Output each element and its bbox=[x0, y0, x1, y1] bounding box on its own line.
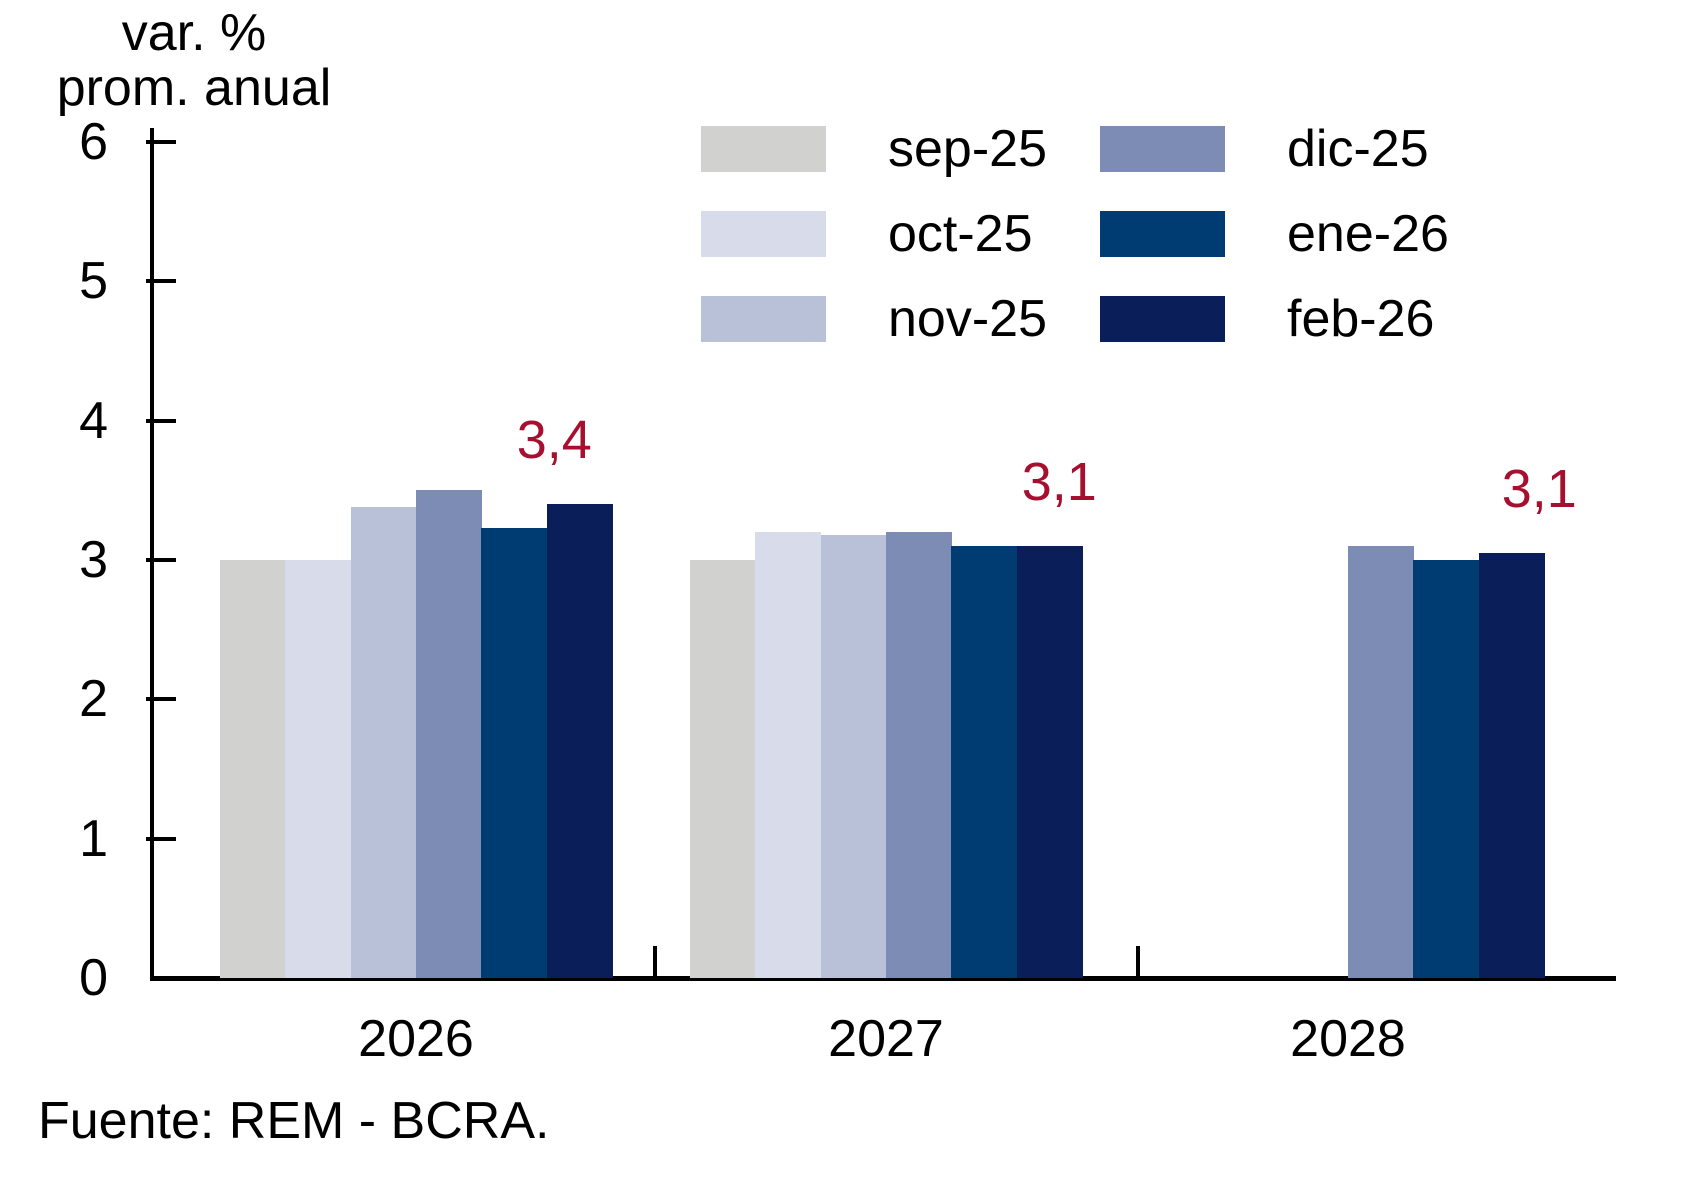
y-axis-tick-label: 1 bbox=[79, 809, 108, 868]
legend-label-oct-25: oct-25 bbox=[888, 205, 1033, 263]
legend-swatch-feb-26 bbox=[1100, 296, 1225, 342]
x-axis-separator-tick bbox=[653, 946, 657, 978]
x-axis-label-2026: 2026 bbox=[358, 1010, 474, 1068]
legend-swatch-ene-26 bbox=[1100, 211, 1225, 257]
legend-label-feb-26: feb-26 bbox=[1287, 290, 1435, 348]
legend-item-ene-26: ene-26 bbox=[1100, 207, 1449, 261]
bar-ene-26-2026 bbox=[481, 527, 548, 978]
y-axis-unit-label: var. % prom. anual bbox=[36, 6, 352, 116]
y-axis-tick bbox=[146, 279, 176, 284]
legend-label-nov-25: nov-25 bbox=[888, 290, 1047, 348]
bar-dic-25-2026 bbox=[415, 490, 482, 978]
y-axis-tick-label: 2 bbox=[79, 670, 108, 729]
bar-value-label-2026: 3,4 bbox=[516, 410, 592, 471]
bar-value-label-2028: 3,1 bbox=[1501, 459, 1577, 520]
bar-oct-25-2026 bbox=[285, 560, 352, 978]
y-axis-tick-label: 0 bbox=[79, 949, 108, 1007]
y-axis-unit-line1: var. % bbox=[121, 4, 267, 62]
bar-sep-25-2026 bbox=[220, 560, 287, 978]
legend-item-dic-25: dic-25 bbox=[1100, 122, 1449, 176]
bar-feb-26-2027 bbox=[1016, 546, 1083, 978]
y-axis-tick bbox=[146, 697, 176, 702]
legend-swatch-nov-25 bbox=[701, 296, 826, 342]
legend-label-ene-26: ene-26 bbox=[1287, 205, 1449, 263]
legend-column-1: sep-25 oct-25 nov-25 bbox=[701, 122, 1047, 381]
y-axis-tick bbox=[146, 558, 176, 562]
bar-feb-26-2026 bbox=[546, 504, 613, 978]
legend-item-sep-25: sep-25 bbox=[701, 122, 1047, 176]
legend-label-sep-25: sep-25 bbox=[888, 120, 1047, 178]
y-axis-unit-line2: prom. anual bbox=[56, 59, 332, 117]
y-axis-line bbox=[150, 128, 154, 981]
x-axis-label-2028: 2028 bbox=[1290, 1010, 1406, 1068]
legend-swatch-sep-25 bbox=[701, 126, 826, 172]
legend-item-feb-26: feb-26 bbox=[1100, 292, 1449, 346]
y-axis-tick bbox=[146, 836, 176, 841]
bar-ene-26-2027 bbox=[951, 546, 1018, 978]
y-axis-tick bbox=[146, 140, 176, 144]
bar-sep-25-2027 bbox=[690, 560, 757, 978]
y-axis-tick-label: 6 bbox=[79, 113, 108, 171]
y-axis-tick-label: 5 bbox=[79, 252, 108, 311]
x-axis-label-2027: 2027 bbox=[828, 1010, 944, 1068]
legend-item-nov-25: nov-25 bbox=[701, 292, 1047, 346]
bar-nov-25-2027 bbox=[820, 534, 887, 978]
bar-feb-26-2028 bbox=[1478, 553, 1545, 978]
y-axis-tick-label: 4 bbox=[79, 391, 108, 450]
x-axis-line bbox=[150, 976, 1616, 981]
legend-column-2: dic-25 ene-26 feb-26 bbox=[1100, 122, 1449, 381]
legend-label-dic-25: dic-25 bbox=[1287, 120, 1429, 178]
bar-dic-25-2027 bbox=[885, 532, 952, 978]
legend-swatch-oct-25 bbox=[701, 211, 826, 257]
legend-swatch-dic-25 bbox=[1100, 126, 1225, 172]
y-axis-tick bbox=[146, 418, 176, 423]
bar-ene-26-2028 bbox=[1413, 560, 1480, 978]
legend-item-oct-25: oct-25 bbox=[701, 207, 1047, 261]
bar-oct-25-2027 bbox=[755, 532, 822, 978]
bar-dic-25-2028 bbox=[1347, 546, 1414, 978]
y-axis-tick-label: 3 bbox=[79, 531, 108, 589]
x-axis-separator-tick bbox=[1136, 946, 1140, 978]
source-caption: Fuente: REM - BCRA. bbox=[38, 1092, 550, 1150]
bar-nov-25-2026 bbox=[350, 507, 417, 978]
bar-value-label-2027: 3,1 bbox=[1021, 452, 1097, 513]
